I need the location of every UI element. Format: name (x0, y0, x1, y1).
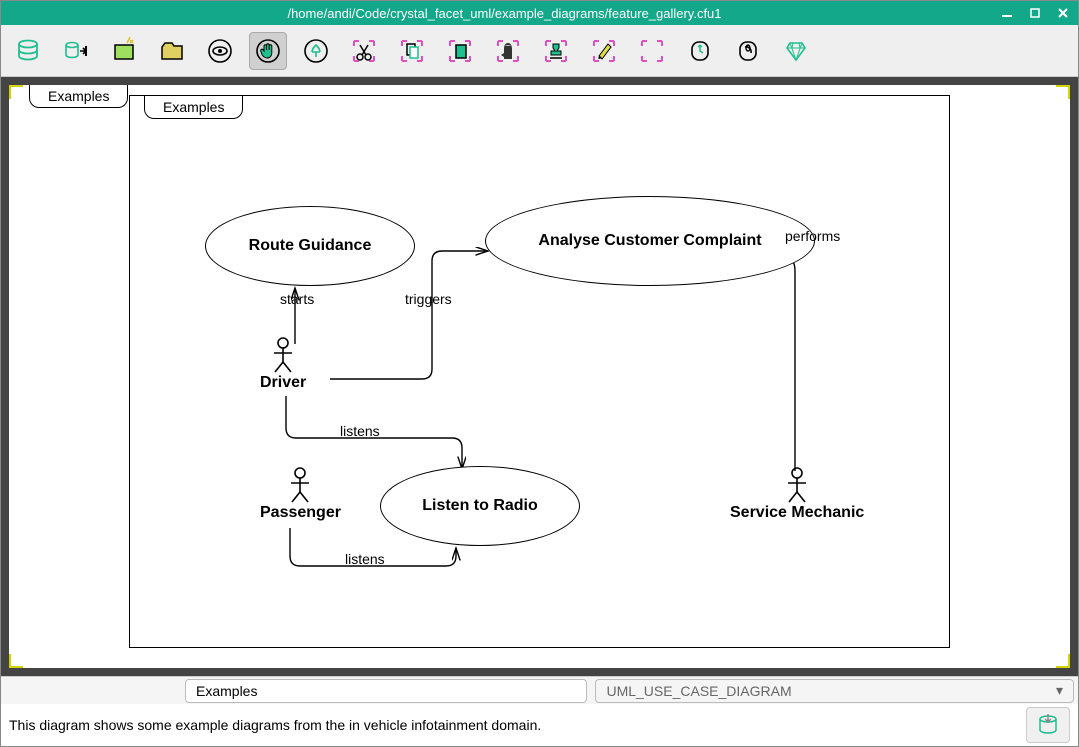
chevron-down-icon: ▾ (1056, 682, 1063, 699)
selection-corner-icon (9, 85, 23, 99)
undo-button[interactable] (681, 32, 719, 70)
undo-icon (686, 37, 714, 65)
usecase-node[interactable]: Listen to Radio (380, 466, 580, 546)
copy-icon (398, 37, 426, 65)
reset-icon (638, 37, 666, 65)
selection-corner-icon (1056, 654, 1070, 668)
redo-icon (734, 37, 762, 65)
edge-label: performs (785, 228, 840, 244)
status-text: This diagram shows some example diagrams… (9, 717, 1026, 733)
window-controls (1000, 6, 1070, 20)
diamond-button[interactable] (777, 32, 815, 70)
cut-icon (350, 37, 378, 65)
close-button[interactable] (1056, 6, 1070, 20)
selection-corner-icon (1056, 85, 1070, 99)
canvas-area: Examples Examples (1, 77, 1078, 676)
eye-icon (206, 37, 234, 65)
folder-button[interactable] (153, 32, 191, 70)
status-bar: This diagram shows some example diagrams… (1, 704, 1078, 746)
actor-node[interactable]: Driver (260, 336, 306, 392)
actor-icon (783, 466, 811, 504)
tree-icon (302, 37, 330, 65)
copy-button[interactable] (393, 32, 431, 70)
actor-icon (286, 466, 314, 504)
database-save-icon (1035, 712, 1061, 738)
actor-icon (269, 336, 297, 374)
delete-button[interactable] (489, 32, 527, 70)
type-select[interactable]: UML_USE_CASE_DIAGRAM ▾ (595, 679, 1074, 703)
database-icon (14, 37, 42, 65)
diagram-tab-label: Examples (144, 96, 243, 119)
edge-label: listens (340, 423, 380, 439)
hand-button[interactable] (249, 32, 287, 70)
minimize-button[interactable] (1000, 6, 1014, 20)
usecase-node[interactable]: Analyse Customer Complaint (485, 196, 815, 286)
canvas[interactable]: Examples Examples (9, 85, 1070, 668)
highlight-button[interactable] (585, 32, 623, 70)
commit-button[interactable] (1026, 707, 1070, 743)
diagram-frame[interactable]: Examples (129, 95, 950, 648)
hand-icon (254, 37, 282, 65)
new-window-icon (110, 37, 138, 65)
actor-node[interactable]: Passenger (260, 466, 341, 522)
tree-button[interactable] (297, 32, 335, 70)
paste-button[interactable] (441, 32, 479, 70)
new-window-button[interactable] (105, 32, 143, 70)
paste-icon (446, 37, 474, 65)
actor-node[interactable]: Service Mechanic (730, 466, 864, 522)
reset-button[interactable] (633, 32, 671, 70)
stamp-button[interactable] (537, 32, 575, 70)
stamp-icon (542, 37, 570, 65)
property-bar: UML_USE_CASE_DIAGRAM ▾ (1, 676, 1078, 704)
redo-button[interactable] (729, 32, 767, 70)
export-button[interactable] (57, 32, 95, 70)
titlebar[interactable]: /home/andi/Code/crystal_facet_uml/exampl… (1, 1, 1078, 25)
type-select-value: UML_USE_CASE_DIAGRAM (606, 683, 791, 699)
edge-label: starts (280, 291, 314, 307)
diamond-icon (782, 37, 810, 65)
edge-label: listens (345, 551, 385, 567)
export-icon (62, 37, 90, 65)
cut-button[interactable] (345, 32, 383, 70)
selection-corner-icon (9, 654, 23, 668)
name-input[interactable] (185, 679, 587, 703)
toolbar (1, 25, 1078, 77)
actor-label: Service Mechanic (730, 504, 864, 522)
diagram-edges (130, 96, 949, 647)
window-title: /home/andi/Code/crystal_facet_uml/exampl… (9, 6, 1000, 21)
folder-icon (158, 37, 186, 65)
database-button[interactable] (9, 32, 47, 70)
app-window: /home/andi/Code/crystal_facet_uml/exampl… (0, 0, 1079, 747)
canvas-tab-label[interactable]: Examples (29, 85, 128, 108)
eye-button[interactable] (201, 32, 239, 70)
maximize-button[interactable] (1028, 6, 1042, 20)
edge-label: triggers (405, 291, 452, 307)
actor-label: Passenger (260, 504, 341, 522)
highlight-icon (590, 37, 618, 65)
usecase-node[interactable]: Route Guidance (205, 206, 415, 286)
delete-icon (494, 37, 522, 65)
actor-label: Driver (260, 374, 306, 392)
